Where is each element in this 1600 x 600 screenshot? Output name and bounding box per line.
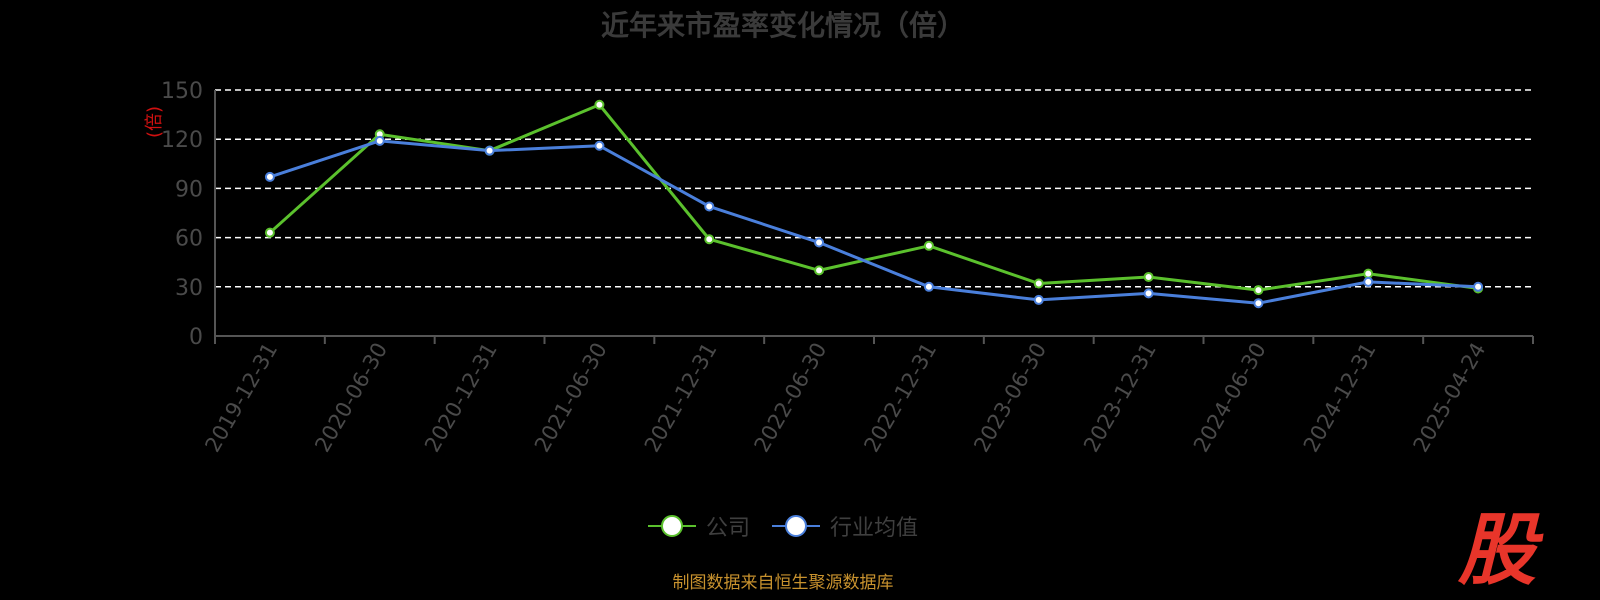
legend-label-industry-avg: 行业均值 [830,516,919,541]
data-point-industry-avg [264,171,275,182]
series-line-company [268,103,1479,292]
x-tick-label: 2022-12-31 [859,339,941,457]
legend-item-industry-avg[interactable]: 行业均值 [772,510,918,542]
legend-label-company: 公司 [705,516,750,541]
data-point-industry-avg [1363,276,1374,287]
y-tick-label: 90 [175,177,203,202]
y-tick-label: 60 [175,227,203,252]
data-point-company [704,234,715,245]
data-point-company [1033,278,1044,289]
data-point-industry-avg [594,140,605,151]
data-point-industry-avg [814,237,825,248]
data-point-company [814,265,825,276]
data-point-company [264,227,275,238]
data-point-industry-avg [484,145,495,156]
y-axis-unit-label: (倍) [144,106,165,138]
data-point-industry-avg [923,281,934,292]
legend-marker-industry-avg [772,514,820,538]
data-point-industry-avg [1473,281,1484,292]
legend: 公司 行业均值 [0,510,1566,542]
x-tick-label: 2020-12-31 [420,339,502,457]
y-tick-label: 30 [175,276,203,301]
data-source-note: 制图数据来自恒生聚源数据库 [672,573,894,593]
x-tick-label: 2021-12-31 [640,339,722,457]
x-tick-label: 2024-12-31 [1299,339,1381,457]
data-point-company [923,240,934,251]
data-point-industry-avg [1143,288,1154,299]
data-point-industry-avg [704,201,715,212]
data-point-company [1253,285,1264,296]
chart-title: 近年来市盈率变化情况（倍） [600,9,965,42]
series-lines [264,99,1484,309]
x-tick-label: 2021-06-30 [530,339,612,457]
y-tick-label: 120 [161,128,203,153]
x-tick-label: 2020-06-30 [310,339,392,457]
data-point-industry-avg [1033,294,1044,305]
legend-item-company[interactable]: 公司 [647,510,750,542]
data-point-industry-avg [1253,298,1264,309]
x-tick-label: 2023-12-31 [1079,339,1161,457]
legend-marker-company [647,514,696,538]
y-tick-label: 150 [161,79,203,104]
x-tick-label: 2019-12-31 [200,339,282,457]
y-tick-label: 0 [189,325,203,350]
x-tick-label: 2022-06-30 [750,339,832,457]
brand-logo: 股 [1458,506,1536,596]
data-point-company [1143,271,1154,282]
data-point-company [594,99,605,110]
series-line-industry-avg [269,139,1479,305]
x-tick-label: 2024-06-30 [1189,339,1271,457]
axes: 0 30 60 90 120 150 2019-12-31 2020-06-30 2020-12… [161,79,1534,457]
x-tick-label: 2025-04-24 [1409,339,1491,457]
x-tick-label: 2023-06-30 [969,339,1051,457]
data-point-industry-avg [374,135,385,146]
data-point-company [1363,268,1374,279]
